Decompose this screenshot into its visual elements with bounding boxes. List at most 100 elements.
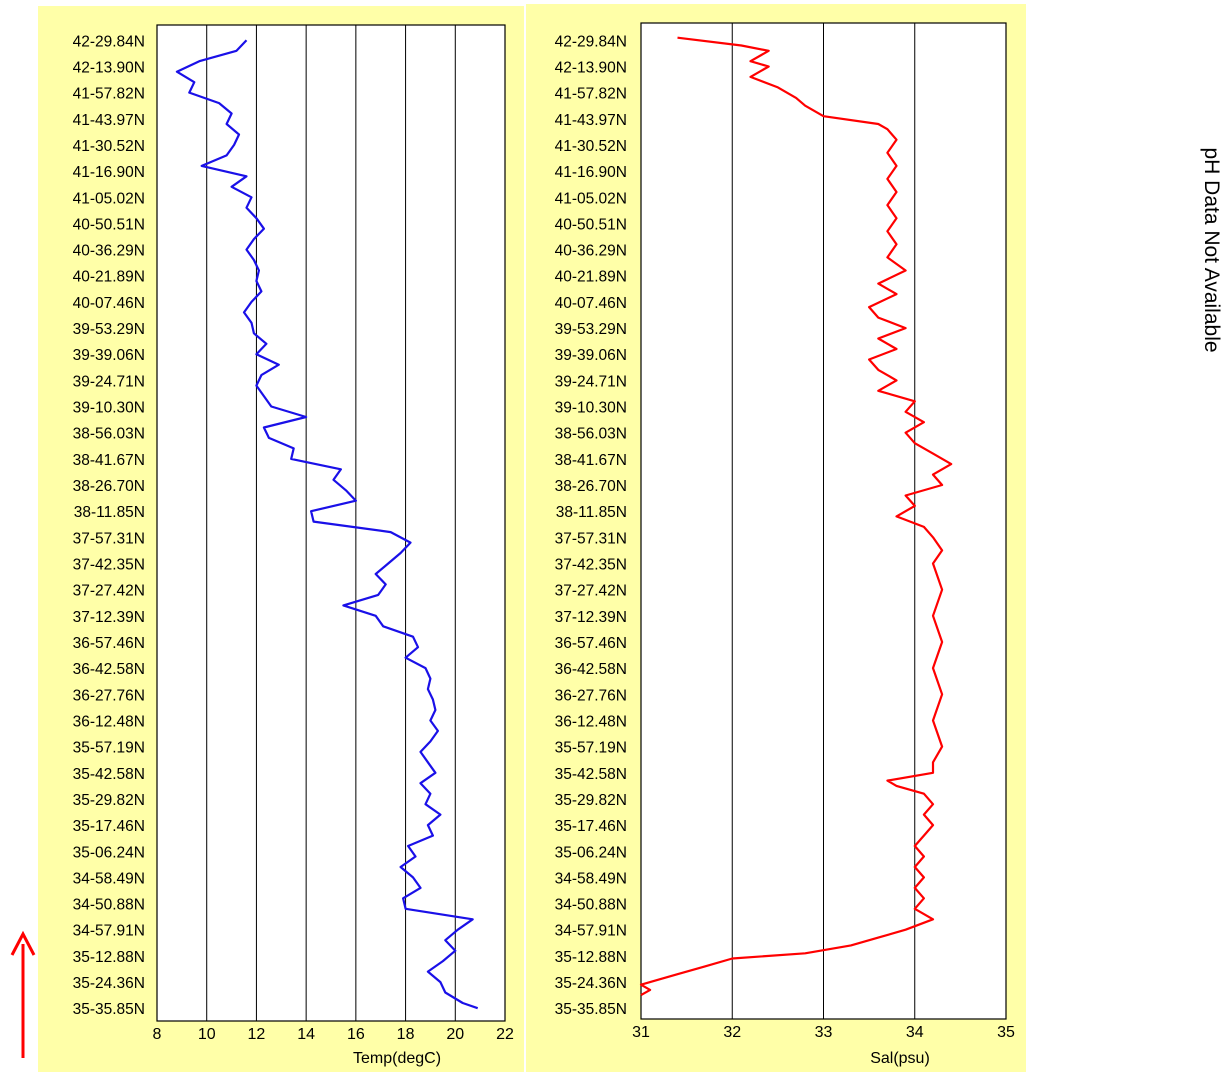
temperature-y-tick-label: 35-06.24N [73, 844, 145, 861]
salinity-y-tick-label: 35-35.85N [555, 1001, 627, 1018]
salinity-y-tick-label: 36-57.46N [555, 635, 627, 652]
salinity-y-tick-label: 35-24.36N [555, 975, 627, 992]
temperature-y-tick-label: 41-05.02N [73, 190, 145, 207]
salinity-y-tick-label: 41-05.02N [555, 190, 627, 207]
temperature-y-tick-label: 39-53.29N [73, 321, 145, 338]
salinity-y-tick-label: 34-57.91N [555, 923, 627, 940]
salinity-series-line [639, 36, 953, 997]
temperature-y-tick-label: 35-29.82N [73, 792, 145, 809]
temperature-x-tick-label: 20 [446, 1026, 464, 1043]
temperature-y-tick-label: 37-57.31N [73, 530, 145, 547]
salinity-x-tick-label: 33 [815, 1024, 833, 1041]
temperature-y-tick-label: 39-24.71N [73, 373, 145, 390]
temperature-y-tick-label: 41-30.52N [73, 138, 145, 155]
salinity-y-tick-label: 35-12.88N [555, 949, 627, 966]
temperature-y-tick-label: 36-57.46N [73, 635, 145, 652]
temperature-y-tick-label: 38-11.85N [74, 504, 145, 521]
temperature-y-tick-label: 35-17.46N [73, 818, 145, 835]
salinity-y-tick-label: 42-29.84N [555, 33, 627, 50]
temperature-x-tick-label: 10 [198, 1026, 216, 1043]
salinity-x-axis-label: Sal(psu) [870, 1050, 930, 1067]
salinity-y-tick-label: 41-57.82N [555, 86, 627, 103]
temperature-y-tick-label: 41-57.82N [73, 86, 145, 103]
salinity-y-tick-label: 36-27.76N [555, 687, 627, 704]
salinity-panel: 42-29.84N 42-13.90N 41-57.82N 41-43.97N 41-3… [526, 4, 1026, 1072]
temperature-y-tick-label: 34-58.49N [73, 870, 145, 887]
temperature-gridlines [206, 25, 456, 1021]
temperature-y-tick-label: 35-42.58N [73, 766, 145, 783]
temperature-x-tick-label: 16 [347, 1026, 365, 1043]
temperature-x-tick-label: 12 [248, 1026, 266, 1043]
salinity-y-tick-label: 39-10.30N [555, 400, 627, 417]
temperature-y-tick-label: 39-10.30N [73, 400, 145, 417]
temperature-y-tick-label: 35-57.19N [73, 740, 145, 757]
salinity-y-tick-label: 41-30.52N [555, 138, 627, 155]
temperature-y-tick-label: 36-12.48N [73, 713, 145, 730]
temperature-y-tick-label: 39-39.06N [73, 347, 145, 364]
salinity-y-tick-label: 39-24.71N [555, 373, 627, 390]
salinity-x-tick-labels: 31 32 33 34 35 [632, 1024, 1015, 1041]
temperature-y-tick-label: 42-29.84N [73, 33, 145, 50]
temperature-x-axis-label: Temp(degC) [353, 1050, 441, 1067]
temperature-series-line [175, 39, 479, 1010]
salinity-y-tick-label: 40-50.51N [555, 216, 627, 233]
salinity-y-tick-label: 40-21.89N [555, 269, 627, 286]
temperature-y-tick-label: 40-50.51N [73, 216, 145, 233]
salinity-y-tick-label: 35-57.19N [555, 740, 627, 757]
salinity-y-tick-label: 37-42.35N [555, 557, 627, 574]
temperature-x-tick-label: 8 [153, 1026, 162, 1043]
temperature-y-tick-label: 37-27.42N [73, 583, 145, 600]
salinity-y-tick-label: 35-06.24N [555, 844, 627, 861]
arrow-head [10, 930, 36, 956]
temperature-y-tick-label: 37-12.39N [73, 609, 145, 626]
salinity-y-tick-label: 36-12.48N [555, 713, 627, 730]
temperature-y-tick-label: 38-56.03N [73, 426, 145, 443]
salinity-y-tick-label: 39-53.29N [555, 321, 627, 338]
salinity-x-tick-label: 35 [997, 1024, 1015, 1041]
salinity-y-tick-label: 38-26.70N [555, 478, 627, 495]
salinity-y-tick-label: 40-36.29N [555, 243, 627, 260]
salinity-y-tick-label: 38-11.85N [556, 504, 627, 521]
temperature-y-tick-label: 41-43.97N [73, 112, 145, 129]
temperature-x-tick-labels: 8 10 12 14 16 18 20 22 [153, 1026, 514, 1043]
salinity-x-tick-label: 34 [906, 1024, 924, 1041]
salinity-y-tick-label: 34-58.49N [555, 870, 627, 887]
temperature-y-tick-label: 36-42.58N [73, 661, 145, 678]
salinity-y-tick-label: 41-16.90N [555, 164, 627, 181]
salinity-y-tick-label: 42-13.90N [555, 59, 627, 76]
salinity-y-tick-label: 41-43.97N [555, 112, 627, 129]
temperature-y-tick-label: 40-21.89N [73, 269, 145, 286]
salinity-x-tick-label: 32 [723, 1024, 741, 1041]
salinity-y-tick-label: 35-42.58N [555, 766, 627, 783]
salinity-y-tick-label: 34-50.88N [555, 897, 627, 914]
temperature-y-tick-labels: 42-29.84N 42-13.90N 41-57.82N 41-43.97N 41-3… [73, 33, 145, 1018]
temperature-y-tick-label: 34-50.88N [73, 897, 145, 914]
temperature-y-tick-label: 38-26.70N [73, 478, 145, 495]
salinity-y-tick-label: 37-57.31N [555, 530, 627, 547]
salinity-y-tick-label: 37-12.39N [555, 609, 627, 626]
salinity-y-tick-label: 37-27.42N [555, 583, 627, 600]
salinity-x-tick-label: 31 [632, 1024, 650, 1041]
salinity-y-tick-label: 35-17.46N [555, 818, 627, 835]
salinity-y-tick-label: 40-07.46N [555, 295, 627, 312]
temperature-y-tick-label: 36-27.76N [73, 687, 145, 704]
temperature-x-tick-label: 18 [397, 1026, 415, 1043]
salinity-y-tick-label: 39-39.06N [555, 347, 627, 364]
salinity-gridlines [731, 23, 916, 1019]
temperature-y-tick-label: 40-07.46N [73, 295, 145, 312]
temperature-x-tick-label: 22 [496, 1026, 514, 1043]
salinity-y-tick-labels: 42-29.84N 42-13.90N 41-57.82N 41-43.97N 41-3… [555, 33, 627, 1018]
temperature-y-tick-label: 38-41.67N [73, 452, 145, 469]
temperature-y-tick-label: 41-16.90N [73, 164, 145, 181]
temperature-y-tick-label: 42-13.90N [73, 59, 145, 76]
salinity-y-tick-label: 38-56.03N [555, 426, 627, 443]
temperature-x-tick-label: 14 [297, 1026, 315, 1043]
salinity-y-tick-label: 35-29.82N [555, 792, 627, 809]
temperature-y-tick-label: 35-24.36N [73, 975, 145, 992]
temperature-y-tick-label: 35-12.88N [73, 949, 145, 966]
temperature-y-tick-label: 40-36.29N [73, 243, 145, 260]
temperature-y-tick-label: 34-57.91N [73, 923, 145, 940]
salinity-y-tick-label: 36-42.58N [555, 661, 627, 678]
ph-unavailable-note: pH Data Not Available [1200, 147, 1223, 352]
